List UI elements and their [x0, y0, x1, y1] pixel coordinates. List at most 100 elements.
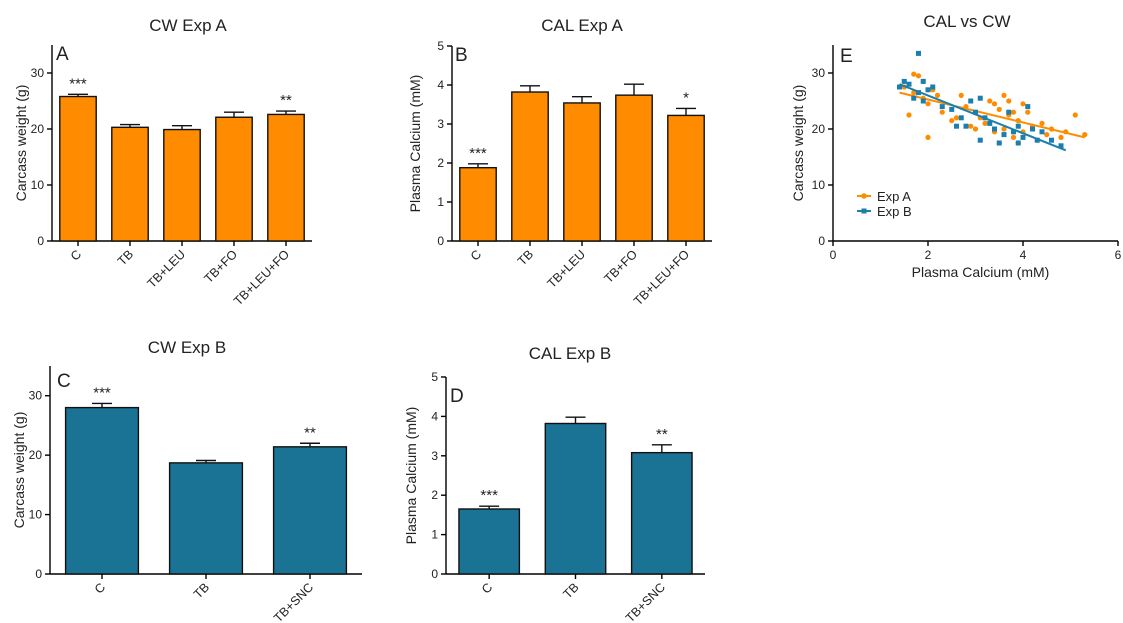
- scatter-point: [958, 115, 964, 121]
- bar: [511, 91, 549, 242]
- scatter-point: [987, 98, 993, 104]
- y-tick-label: 10: [812, 178, 826, 192]
- category-label: C: [68, 247, 84, 263]
- scatter-point: [1034, 137, 1040, 143]
- y-tick-label: 2: [431, 488, 438, 502]
- category-label: C: [479, 580, 495, 596]
- x-axis-label: Plasma Calcium (mM): [912, 264, 1050, 280]
- legend-label: Exp A: [877, 189, 911, 204]
- y-tick-label: 3: [437, 117, 444, 131]
- trend-line: [899, 91, 1085, 139]
- scatter-point: [915, 73, 922, 79]
- significance-label: **: [656, 426, 668, 443]
- category-label: TB: [115, 247, 136, 268]
- scatter-point: [897, 84, 902, 90]
- scatter-point: [954, 123, 959, 129]
- category-label: TB: [560, 580, 581, 601]
- scatter-point: [939, 104, 945, 110]
- legend-swatch-marker: [861, 208, 867, 214]
- scatter-point: [987, 120, 993, 126]
- scatter-point: [934, 92, 941, 98]
- scatter-point: [982, 120, 988, 126]
- y-tick-label: 20: [812, 122, 826, 136]
- scatter-point: [901, 78, 907, 84]
- category-label: TB+FO: [201, 247, 240, 286]
- y-tick-label: 30: [31, 66, 45, 80]
- bar: [64, 406, 140, 575]
- y-tick-label: 4: [437, 78, 444, 92]
- chart-title: CAL Exp A: [541, 16, 623, 35]
- scatter-point: [1001, 126, 1007, 132]
- bar: [615, 94, 653, 242]
- scatter-point: [939, 109, 945, 115]
- y-tick-label: 2: [437, 156, 444, 170]
- scatter-point: [958, 92, 964, 98]
- x-tick-label: 4: [1020, 248, 1027, 262]
- panel-letter: B: [455, 45, 468, 66]
- scatter-point: [1025, 104, 1031, 110]
- scatter-point: [973, 109, 978, 115]
- scatter-point: [1030, 126, 1035, 132]
- scatter-point: [1020, 101, 1026, 107]
- bar: [168, 462, 244, 575]
- scatter-point: [1001, 132, 1007, 138]
- bar: [630, 451, 693, 575]
- y-tick-label: 4: [431, 409, 438, 423]
- y-tick-label: 3: [431, 449, 438, 463]
- scatter-point: [920, 78, 926, 84]
- legend-label: Exp B: [877, 204, 912, 219]
- bar: [459, 166, 497, 242]
- y-tick-label: 0: [431, 567, 438, 581]
- scatter-point: [930, 84, 936, 90]
- y-tick-label: 20: [31, 122, 45, 136]
- y-tick-label: 1: [431, 528, 438, 542]
- category-label: TB+LEU: [145, 247, 189, 291]
- scatter-point: [968, 98, 974, 104]
- panel-letter: D: [450, 386, 464, 407]
- bar: [163, 128, 201, 242]
- y-tick-label: 0: [35, 567, 42, 581]
- y-tick-label: 1: [437, 195, 444, 209]
- y-tick-label: 10: [31, 178, 45, 192]
- x-tick-label: 0: [830, 248, 837, 262]
- scatter-point: [1006, 109, 1012, 115]
- scatter-point: [920, 98, 926, 104]
- scatter-point: [996, 140, 1002, 146]
- scatter-point: [1010, 134, 1017, 140]
- significance-label: ***: [469, 145, 487, 162]
- scatter-point: [953, 115, 960, 121]
- chart-title: CW Exp B: [148, 338, 226, 357]
- category-label: TB+LEU: [545, 247, 589, 291]
- scatter-point: [1015, 140, 1021, 146]
- scatter-point: [968, 123, 974, 129]
- category-label: C: [92, 580, 108, 596]
- y-axis-label: Plasma Calcium (mM): [407, 75, 423, 213]
- scatter-point: [996, 106, 1002, 112]
- scatter-point: [911, 95, 917, 101]
- y-tick-label: 30: [812, 66, 826, 80]
- bar: [563, 102, 601, 242]
- series-exp-a: [899, 71, 1088, 146]
- chart-title: CAL Exp B: [529, 344, 612, 363]
- chart-panel-b: CAL Exp A B 0 1 2 3 4 5 Plasma Calcium (mM) C *** T…: [407, 16, 712, 308]
- scatter-point: [911, 71, 917, 77]
- category-label: TB: [191, 580, 212, 601]
- scatter-point: [1011, 129, 1016, 135]
- scatter-point: [916, 50, 921, 56]
- category-label: TB+SNC: [623, 580, 668, 623]
- scatter-point: [1044, 132, 1050, 138]
- category-label: TB+FO: [601, 247, 640, 286]
- x-tick-label: 6: [1115, 248, 1122, 262]
- scatter-point: [963, 123, 969, 129]
- y-axis-label: Carcass weight (g): [11, 412, 27, 529]
- significance-label: ***: [69, 75, 87, 92]
- bar: [215, 116, 253, 242]
- scatter-point: [977, 95, 983, 101]
- trend-line: [899, 83, 1067, 152]
- scatter-point: [972, 126, 979, 132]
- y-tick-label: 0: [437, 234, 444, 248]
- y-tick-label: 5: [437, 39, 444, 53]
- significance-label: **: [280, 92, 292, 109]
- scatter-point: [1058, 134, 1064, 140]
